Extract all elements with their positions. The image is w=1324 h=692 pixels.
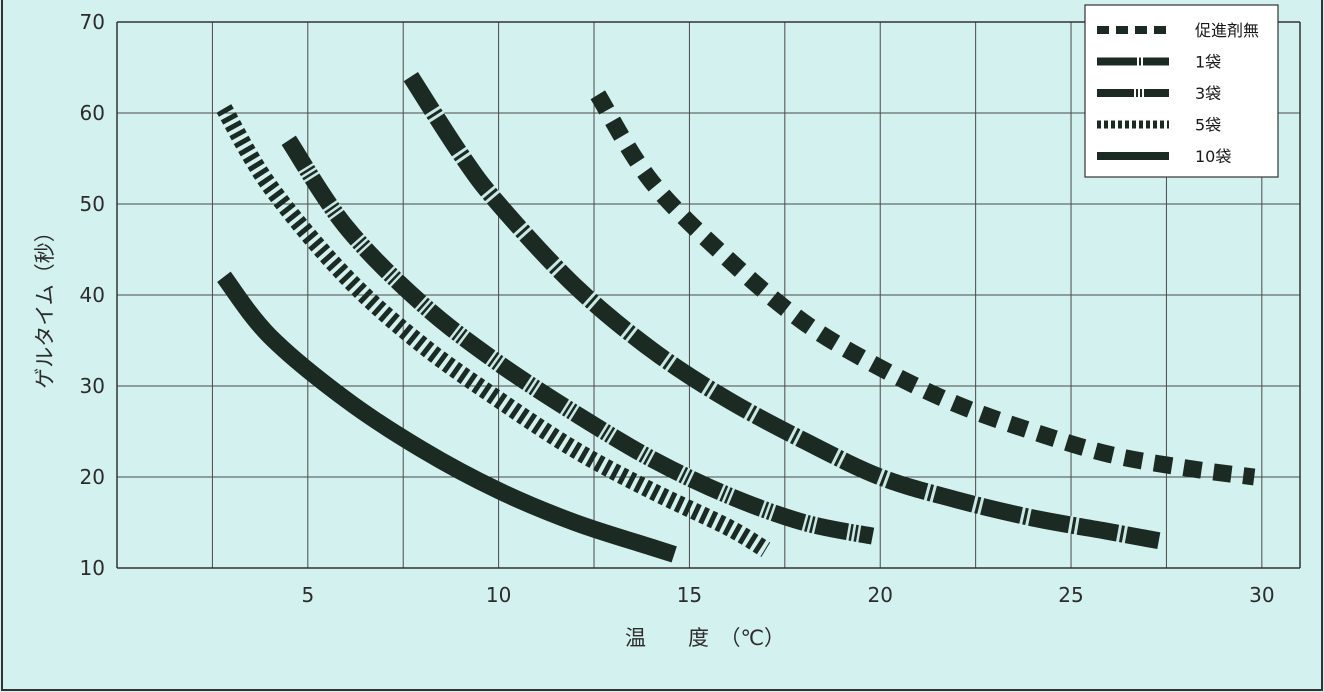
x-tick-label: 30 xyxy=(1249,583,1274,607)
y-tick-label: 20 xyxy=(80,465,105,489)
series-layer xyxy=(216,71,1256,563)
y-tick-label: 60 xyxy=(80,101,105,125)
x-axis-title: 温 度 （℃） xyxy=(625,626,785,650)
x-tick-label: 20 xyxy=(867,583,892,607)
series-line xyxy=(217,271,677,563)
legend-label: 10袋 xyxy=(1195,147,1231,166)
x-tick-label: 25 xyxy=(1058,583,1083,607)
series-stripe-overlay xyxy=(403,71,1161,550)
x-tick-label: 15 xyxy=(677,583,702,607)
y-tick-label: 70 xyxy=(80,10,105,34)
series-4 xyxy=(217,271,677,563)
y-axis-title: ゲルタイム（秒） xyxy=(33,221,57,389)
legend: 促進剤無 1袋 3袋 5袋 10袋 xyxy=(1084,4,1279,178)
axes: 5 10 15 20 25 30 10 20 30 40 50 60 70 xyxy=(80,10,1301,607)
legend-label: 3袋 xyxy=(1195,84,1221,103)
y-tick-label: 40 xyxy=(80,283,105,307)
y-tick-label: 10 xyxy=(80,556,105,580)
y-tick-label: 30 xyxy=(80,374,105,398)
x-tick-label: 5 xyxy=(301,583,314,607)
legend-label: 5袋 xyxy=(1195,116,1221,135)
series-3 xyxy=(216,104,771,558)
series-0 xyxy=(590,90,1256,486)
series-line xyxy=(216,104,771,558)
series-1 xyxy=(403,71,1161,550)
series-2 xyxy=(281,135,875,545)
y-tick-label: 50 xyxy=(80,192,105,216)
legend-label: 促進剤無 xyxy=(1195,21,1259,40)
x-tick-label: 10 xyxy=(486,583,511,607)
series-line xyxy=(590,90,1256,486)
legend-label: 1袋 xyxy=(1195,53,1221,72)
series-stripe-overlay xyxy=(281,135,875,545)
